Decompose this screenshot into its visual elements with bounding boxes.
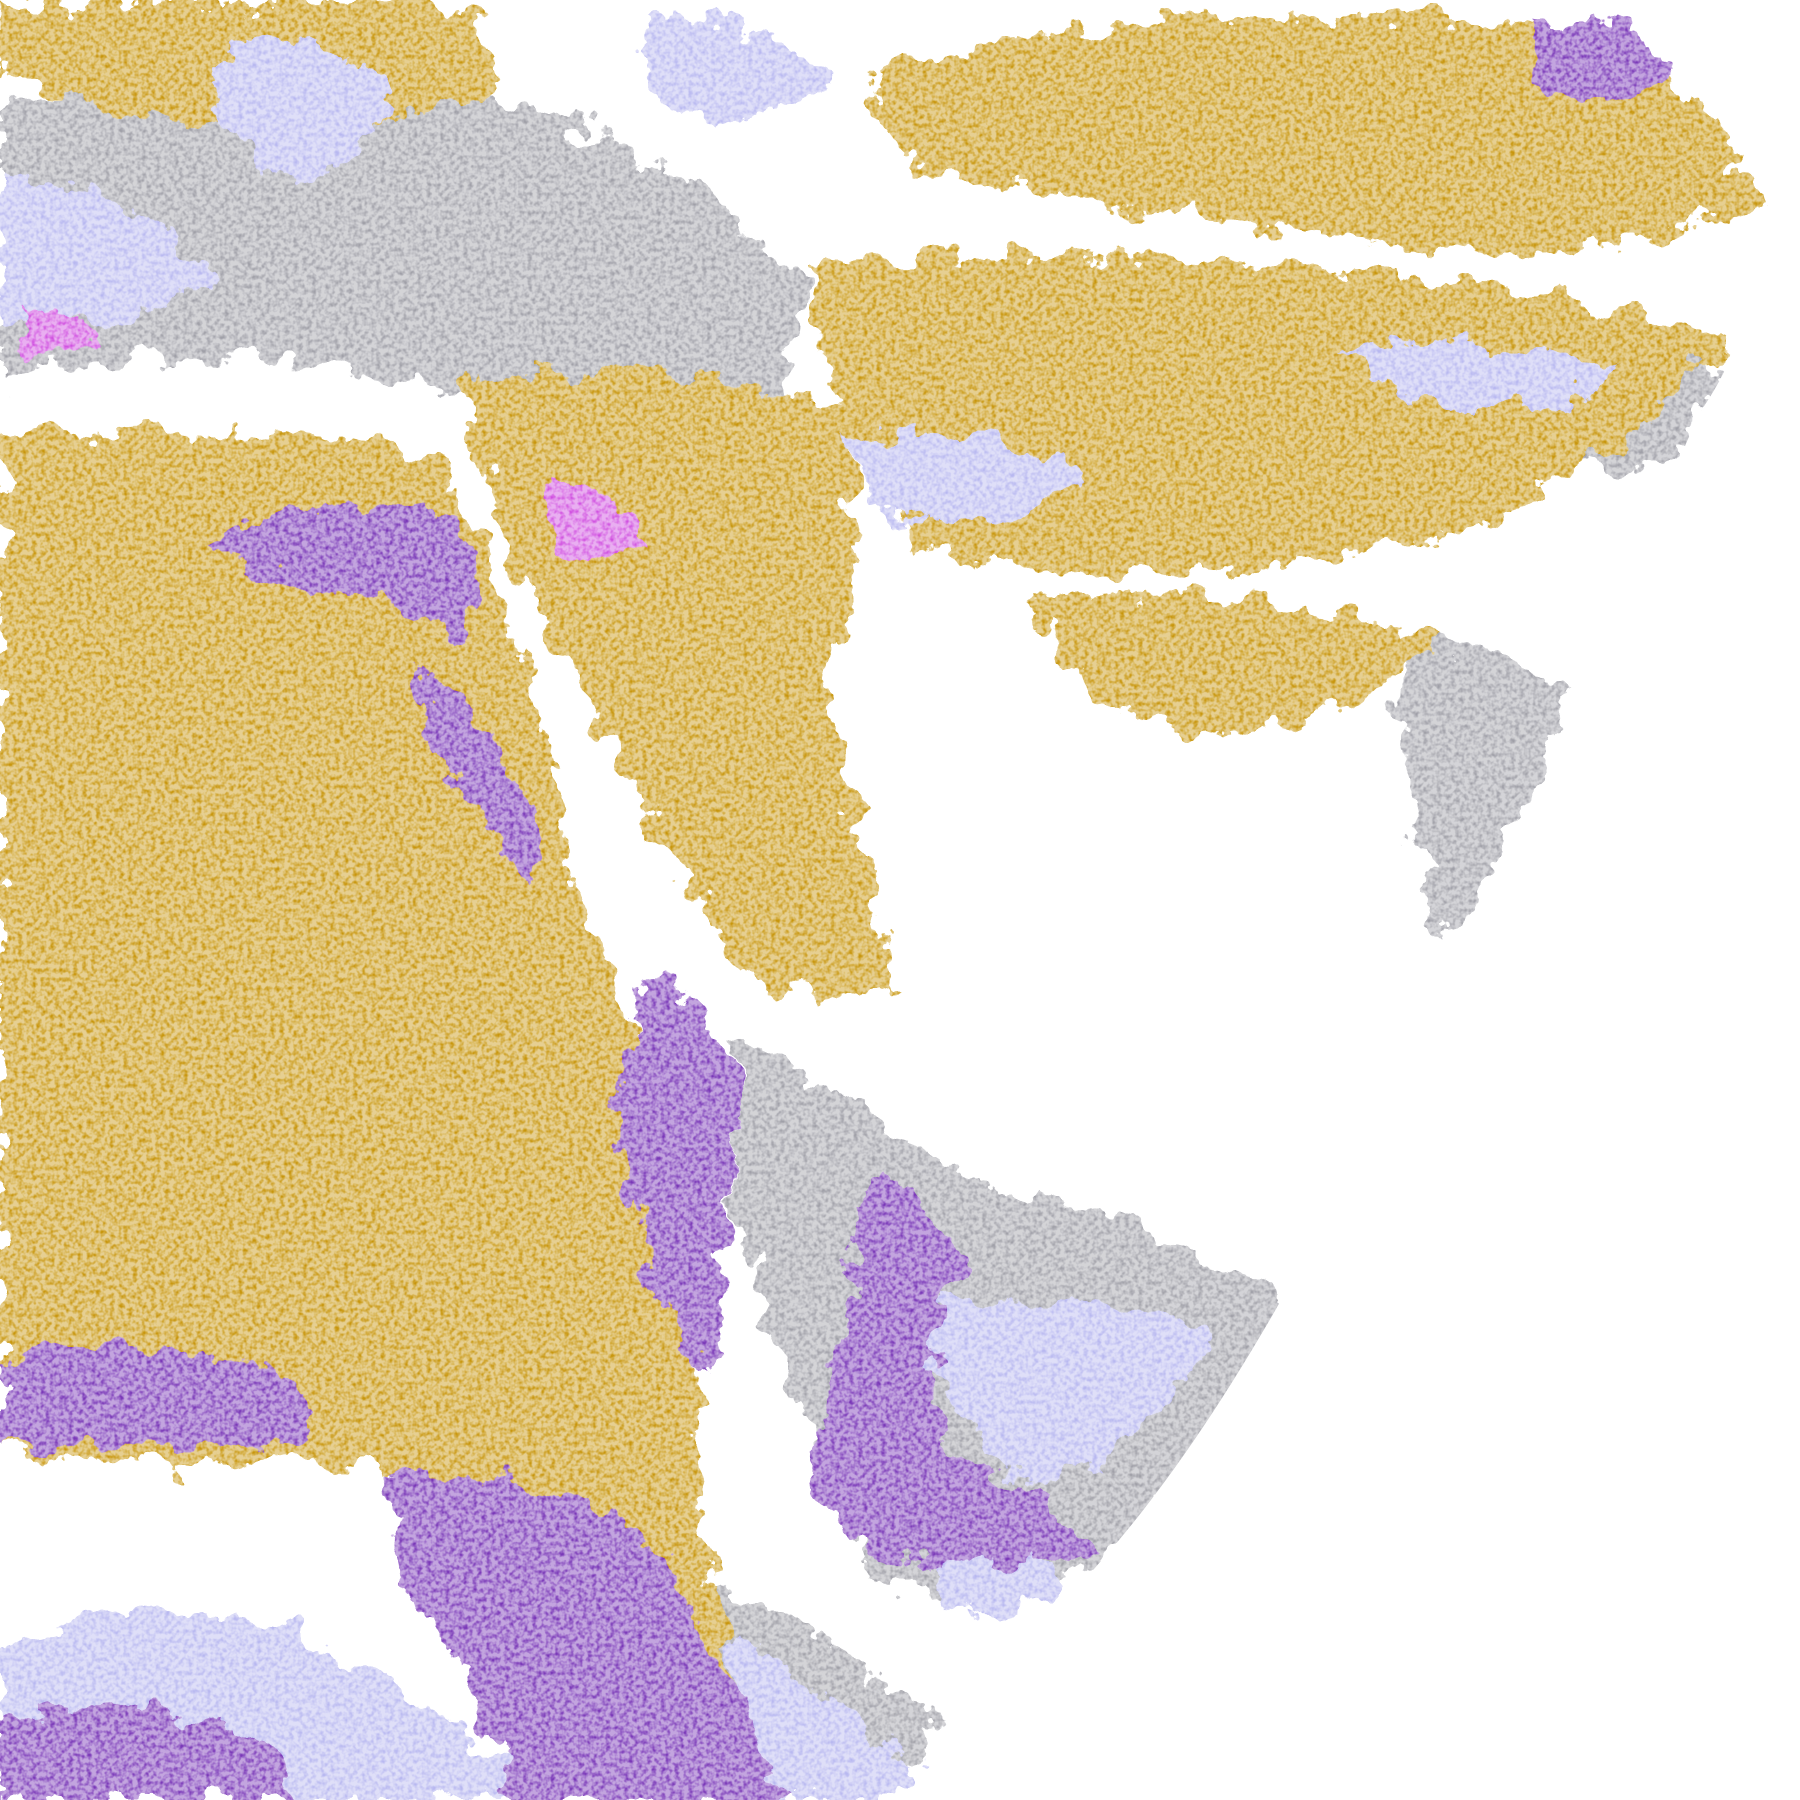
- imagery: [0, 0, 1777, 1800]
- satellite-image: [0, 0, 1777, 1800]
- page: [0, 0, 1777, 1800]
